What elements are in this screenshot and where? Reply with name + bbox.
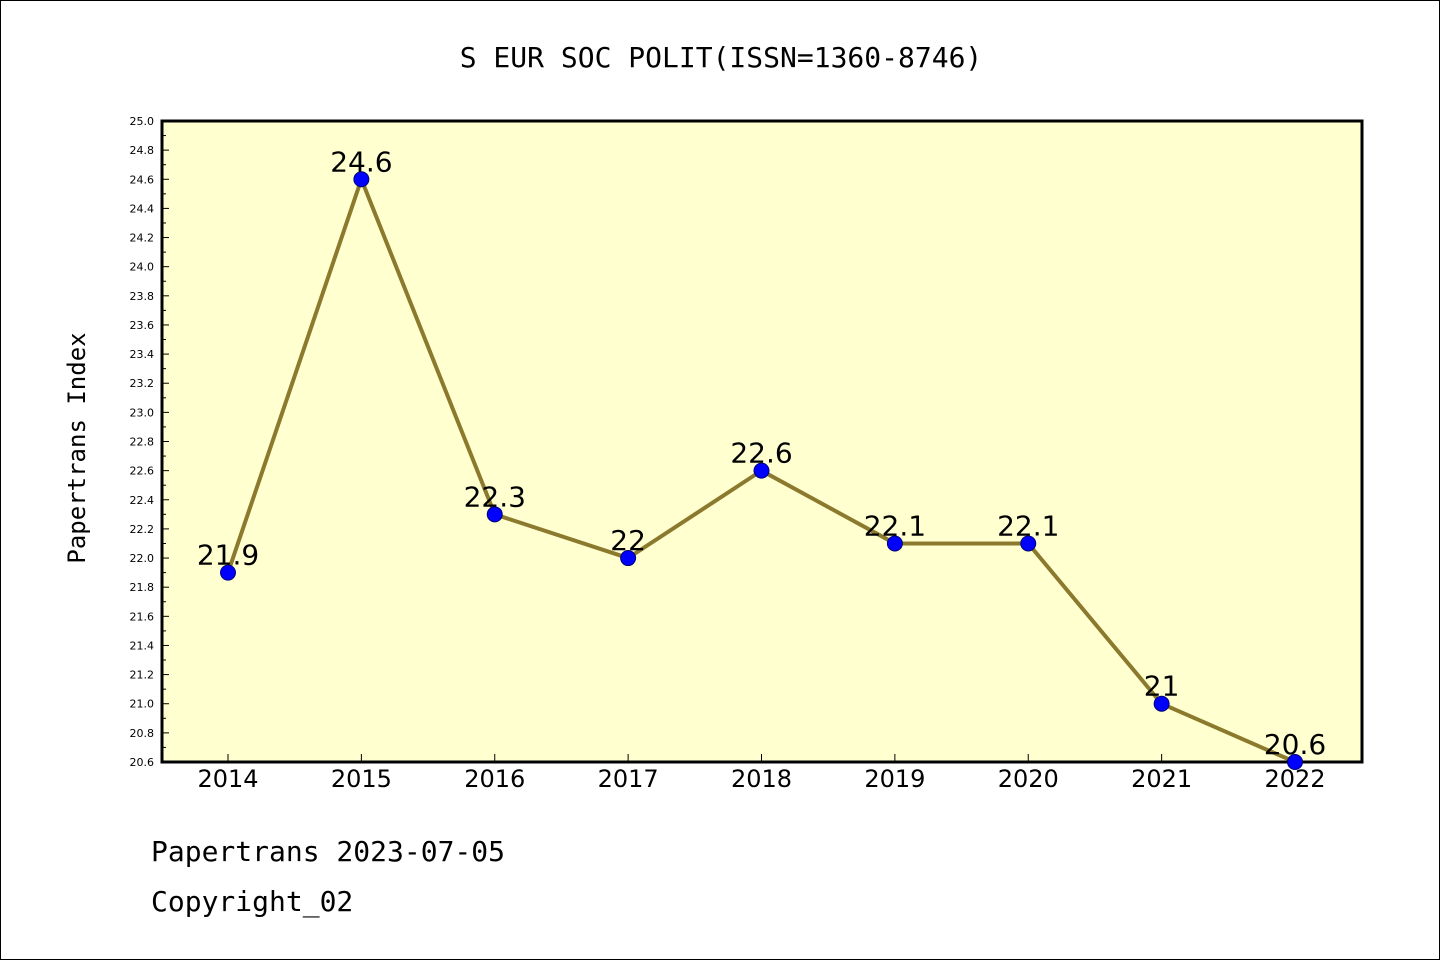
y-tick-label: 24.8 xyxy=(130,144,155,157)
x-tick-label: 2017 xyxy=(598,765,659,793)
footer-date: Papertrans 2023-07-05 xyxy=(151,835,506,868)
y-tick-label: 20.6 xyxy=(130,756,155,769)
data-point xyxy=(886,535,903,552)
data-label: 21.9 xyxy=(197,539,259,572)
data-point xyxy=(1020,535,1037,552)
y-tick-label: 21.6 xyxy=(130,610,155,623)
y-tick-label: 24.0 xyxy=(130,261,155,274)
y-tick-label: 25.0 xyxy=(130,115,155,128)
chart-title: S EUR SOC POLIT(ISSN=1360-8746) xyxy=(460,41,983,74)
y-tick-label: 22.4 xyxy=(130,494,155,507)
y-axis-label: Papertrans Index xyxy=(63,332,91,563)
data-label: 22.6 xyxy=(730,437,792,470)
y-tick-label: 24.6 xyxy=(130,173,155,186)
y-tick-label: 22.8 xyxy=(130,436,155,449)
x-tick-label: 2020 xyxy=(998,765,1059,793)
y-tick-label: 21.4 xyxy=(130,639,155,652)
data-point xyxy=(620,550,637,567)
y-tick-label: 21.2 xyxy=(130,669,155,682)
y-tick-label: 23.8 xyxy=(130,290,155,303)
data-point xyxy=(1153,695,1170,712)
data-point xyxy=(1287,754,1303,770)
data-label: 22.3 xyxy=(464,480,526,513)
data-label: 21 xyxy=(1144,670,1180,703)
y-axis: 20.6 20.8 21.0 21.2 21.4 21.6 21.8 22.0 22.2 22.4… xyxy=(130,115,169,769)
x-tick-label: 2021 xyxy=(1131,765,1192,793)
plot-area xyxy=(160,119,1364,764)
data-label: 22.1 xyxy=(997,509,1059,542)
y-tick-label: 20.8 xyxy=(130,727,155,740)
footer-copyright: Copyright_02 xyxy=(151,885,354,918)
x-tick-label: 2016 xyxy=(464,765,525,793)
data-label: 20.6 xyxy=(1264,728,1326,761)
y-tick-label: 23.4 xyxy=(130,348,155,361)
y-tick-label: 22.0 xyxy=(130,552,155,565)
y-tick-label: 24.2 xyxy=(130,232,155,245)
x-tick-label: 2014 xyxy=(197,765,258,793)
data-points xyxy=(220,171,1303,770)
y-tick-label: 23.6 xyxy=(130,319,155,332)
data-point xyxy=(353,171,370,188)
x-tick-label: 2015 xyxy=(331,765,392,793)
data-label: 24.6 xyxy=(330,145,392,178)
y-tick-label: 23.2 xyxy=(130,377,155,390)
data-point xyxy=(220,564,236,581)
y-tick-label: 21.0 xyxy=(130,698,155,711)
data-labels: 21.9 24.6 22.3 22 22.6 22.1 22.1 21 20.6 xyxy=(197,145,1326,761)
data-label: 22.1 xyxy=(864,509,926,542)
y-tick-label: 21.8 xyxy=(130,581,155,594)
x-tick-label: 2018 xyxy=(731,765,792,793)
y-tick-label: 22.6 xyxy=(130,465,155,478)
data-point xyxy=(753,462,770,479)
data-point xyxy=(486,506,503,523)
y-tick-label: 23.0 xyxy=(130,406,155,419)
x-axis: 2014 2015 2016 2017 2018 2019 2020 2021 2022 xyxy=(197,754,1326,793)
x-tick-label: 2019 xyxy=(864,765,925,793)
data-label: 22 xyxy=(610,524,646,557)
y-tick-label: 22.2 xyxy=(130,523,155,536)
y-tick-label: 24.4 xyxy=(130,202,155,215)
